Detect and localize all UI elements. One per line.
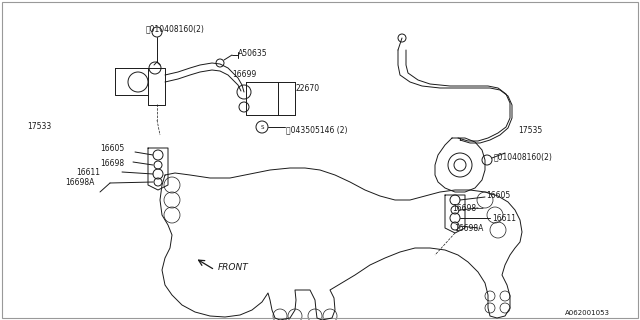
Text: 16698A: 16698A <box>65 178 94 187</box>
Text: 16699: 16699 <box>232 69 256 78</box>
Text: 16605: 16605 <box>100 143 124 153</box>
Text: 16698A: 16698A <box>454 223 483 233</box>
Text: Ⓑ010408160(2): Ⓑ010408160(2) <box>494 153 553 162</box>
Text: A50635: A50635 <box>238 49 268 58</box>
Text: A062001053: A062001053 <box>565 310 610 316</box>
Text: 16611: 16611 <box>76 167 100 177</box>
Text: 16698: 16698 <box>100 158 124 167</box>
Text: 17535: 17535 <box>518 125 542 134</box>
Text: 16605: 16605 <box>486 190 510 199</box>
Text: 17533: 17533 <box>27 122 51 131</box>
Text: Ⓑ010408160(2): Ⓑ010408160(2) <box>146 25 205 34</box>
Text: 16611: 16611 <box>492 213 516 222</box>
Text: FRONT: FRONT <box>218 263 249 273</box>
Text: 16698—: 16698— <box>452 204 484 212</box>
Text: Ⓢ043505146 (2): Ⓢ043505146 (2) <box>286 125 348 134</box>
Text: 22670: 22670 <box>296 84 320 92</box>
Text: S: S <box>260 124 264 130</box>
